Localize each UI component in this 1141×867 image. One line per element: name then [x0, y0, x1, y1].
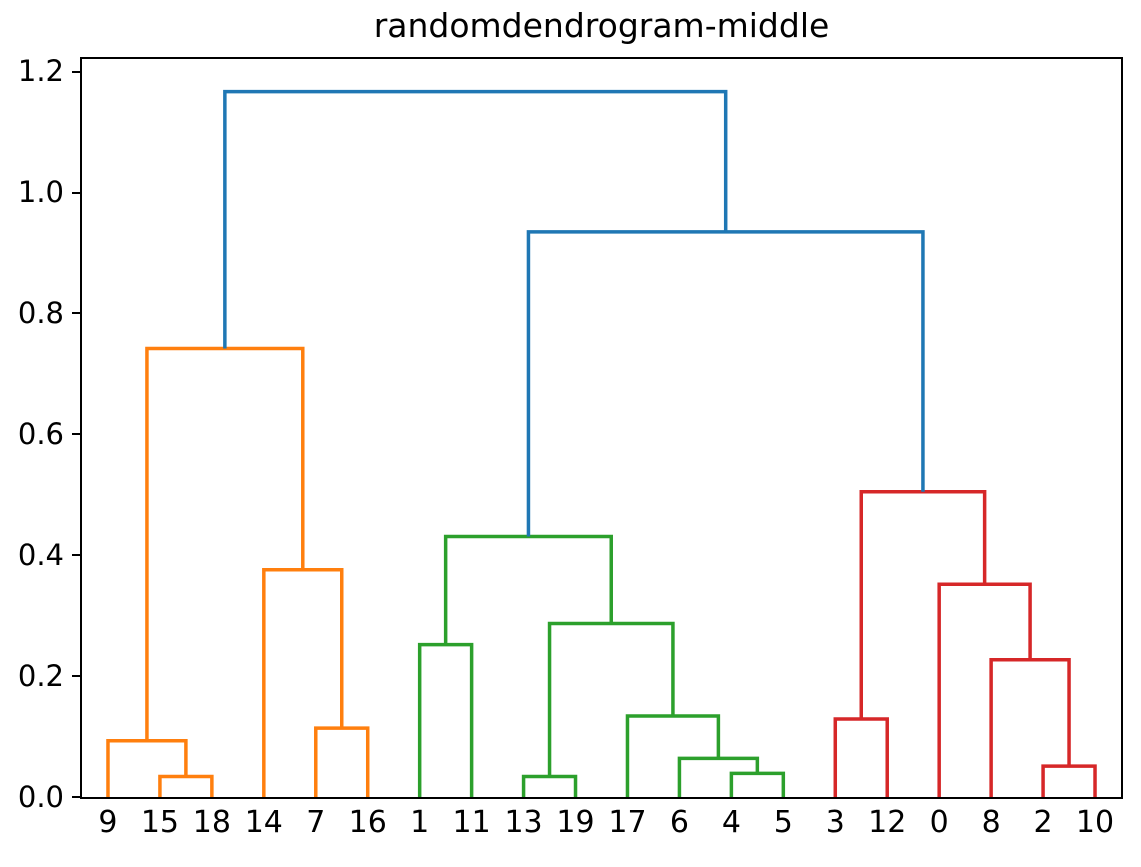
dendrogram-link — [677, 756, 760, 797]
dendrogram-link — [729, 771, 786, 797]
dendrogram-link — [106, 739, 188, 797]
dendrogram-link — [443, 534, 613, 645]
x-leaf-label: 3 — [825, 805, 845, 840]
x-leaf-label: 7 — [306, 805, 326, 840]
x-leaf-label: 12 — [868, 805, 907, 840]
dendrogram-link — [625, 714, 721, 797]
dendrogram-link — [937, 582, 1032, 797]
y-tick-mark — [72, 191, 80, 194]
x-leaf-label: 17 — [608, 805, 647, 840]
y-tick-label: 0.4 — [17, 537, 64, 572]
y-tick-mark — [72, 433, 80, 436]
x-leaf-label: 10 — [1075, 805, 1115, 840]
y-tick-mark — [72, 675, 80, 678]
x-leaf-label: 1 — [410, 805, 430, 840]
y-tick-mark — [72, 70, 80, 73]
x-leaf-label: 16 — [348, 805, 387, 840]
dendrogram-link — [158, 774, 214, 797]
y-tick-label: 0.8 — [17, 295, 64, 330]
dendrogram-link — [223, 89, 728, 349]
y-tick-mark — [72, 554, 80, 557]
y-tick-mark — [72, 312, 80, 315]
dendrogram-link — [989, 658, 1071, 797]
x-leaf-label: 14 — [244, 805, 283, 840]
y-tick-label: 0.0 — [17, 779, 64, 814]
dendrogram-link — [262, 567, 344, 797]
x-leaf-label: 9 — [98, 805, 118, 840]
x-leaf-label: 4 — [721, 805, 741, 840]
x-leaf-label: 5 — [773, 805, 793, 840]
dendrogram-link — [526, 230, 925, 537]
dendrogram-link — [547, 621, 675, 777]
dendrogram-svg — [106, 89, 1097, 797]
y-tick-mark — [72, 796, 80, 798]
dendrogram-link — [145, 346, 305, 741]
dendrogram-link — [314, 726, 370, 797]
x-leaf-label: 13 — [504, 805, 543, 840]
x-leaf-label: 6 — [669, 805, 689, 840]
y-tick-label: 0.6 — [17, 416, 64, 451]
x-leaf-label: 0 — [929, 805, 949, 840]
y-tick-label: 1.0 — [17, 175, 64, 210]
y-tick-label: 1.2 — [17, 54, 64, 89]
x-leaf-label: 8 — [981, 805, 1001, 840]
x-leaf-label: 15 — [140, 805, 180, 840]
x-leaf-label: 19 — [556, 805, 595, 840]
chart-title: randomdendrogram-middle — [373, 6, 830, 45]
x-leaf-label: 18 — [192, 805, 231, 840]
dendrogram-link — [833, 717, 889, 797]
dendrogram-link — [859, 490, 987, 720]
x-leaf-label: 2 — [1033, 805, 1053, 840]
dendrogram-link — [521, 774, 578, 797]
x-leaf-label: 11 — [452, 805, 491, 840]
y-tick-label: 0.2 — [17, 658, 64, 693]
dendrogram-link — [417, 642, 474, 797]
plot-area — [80, 57, 1123, 799]
dendrogram-link — [1041, 764, 1097, 797]
